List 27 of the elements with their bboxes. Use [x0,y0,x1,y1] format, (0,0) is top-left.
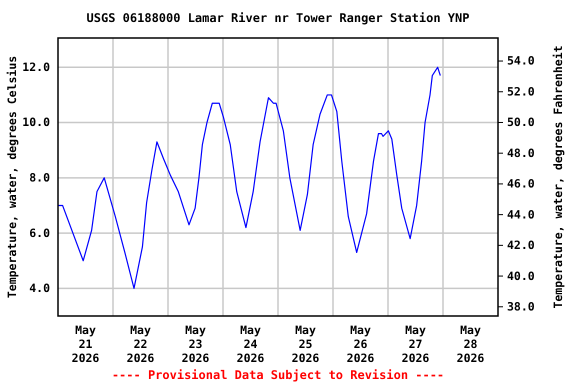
y-axis-title: Temperature, water, degrees Celsius [5,56,19,298]
x-tick-label: May 24 2026 [236,323,264,365]
x-tick-label: May 26 2026 [346,323,374,365]
y2-tick-label: 50.0 [507,115,535,130]
text: ---- Provisional Data Subject to Revision ---- [112,368,444,382]
x-tick-label: May 23 2026 [182,323,210,365]
y-tick-label: 4.0 [29,281,50,296]
y2-tick-label: 52.0 [507,84,535,98]
x-tick-label: May 22 2026 [126,323,154,365]
y-tick-label: 6.0 [29,226,50,240]
y2-tick-label: 48.0 [507,146,535,160]
y2-axis-title: Temperature, water, degrees Fahrenheit [551,45,565,309]
y-tick-label: 8.0 [29,170,50,185]
x-tick-label: May 21 2026 [72,323,100,365]
x-tick-label: May 25 2026 [292,323,320,365]
y2-tick-label: 38.0 [507,299,535,314]
y2-tick-label: 46.0 [507,176,535,191]
y-tick-label: 10.0 [22,115,50,130]
y2-tick-label: 54.0 [507,54,535,68]
y2-tick-label: 42.0 [507,238,535,252]
x-tick-label: May 28 2026 [456,323,484,365]
line-series [57,66,441,289]
y2-tick-label: 40.0 [507,268,535,283]
chart-title: USGS 06188000 Lamar River nr Tower Ranger Station YNP [86,11,470,25]
y2-tick-label: 44.0 [507,207,535,222]
x-tick-label: May 27 2026 [402,323,430,365]
y-tick-label: 12.0 [22,60,50,74]
